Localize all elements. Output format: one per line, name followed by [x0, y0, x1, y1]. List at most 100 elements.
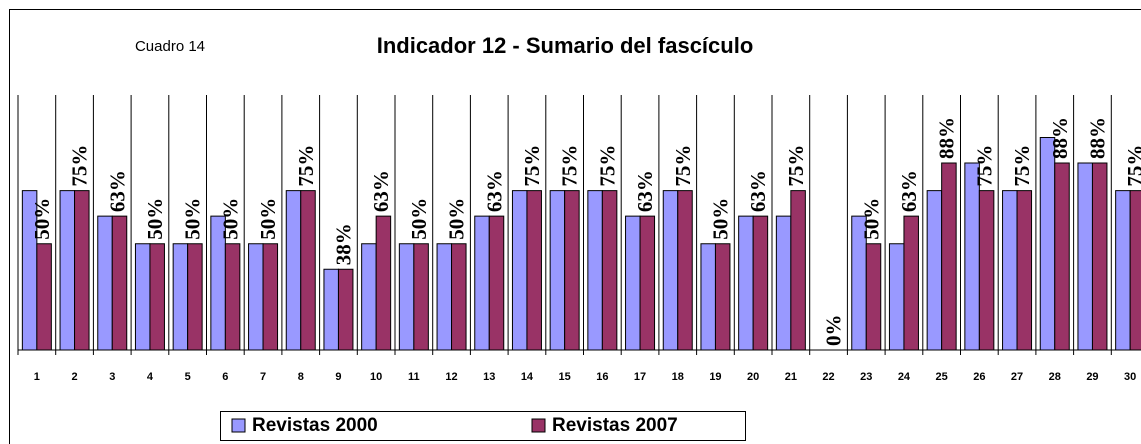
- bar: [601, 190, 618, 351]
- bar: [1077, 162, 1093, 351]
- bar: [964, 162, 980, 351]
- legend-box: [220, 411, 746, 441]
- x-tick-label: 14: [521, 371, 534, 383]
- bar: [149, 243, 165, 351]
- x-tick-label: 10: [370, 371, 382, 383]
- value-label: 63%: [746, 170, 770, 212]
- bar: [941, 162, 957, 351]
- bar: [1115, 190, 1131, 351]
- bar: [775, 215, 792, 351]
- bar: [549, 190, 566, 351]
- bar: [1091, 162, 1108, 351]
- x-tick-label: 4: [147, 371, 154, 383]
- value-label: 63%: [482, 170, 506, 212]
- value-label: 75%: [784, 145, 808, 187]
- value-label: 50%: [709, 198, 733, 240]
- value-label: 50%: [256, 198, 280, 240]
- value-label: 75%: [558, 145, 582, 187]
- bar: [488, 215, 505, 351]
- value-label: 50%: [218, 198, 242, 240]
- x-tick-label: 2: [71, 371, 77, 383]
- bar: [451, 243, 467, 351]
- x-tick-label: 15: [559, 371, 571, 383]
- bar: [300, 190, 316, 351]
- bar: [262, 243, 279, 351]
- bar: [248, 243, 264, 351]
- x-tick-label: 16: [596, 371, 608, 383]
- legend-label: Revistas 2007: [552, 415, 678, 436]
- x-tick-label: 8: [298, 371, 304, 383]
- bar: [564, 190, 580, 351]
- x-tick-label: 24: [898, 371, 911, 383]
- x-tick-label: 12: [445, 371, 457, 383]
- bar: [662, 190, 679, 351]
- value-label: 0%: [822, 315, 846, 347]
- value-label: 63%: [369, 170, 393, 212]
- bar: [888, 243, 905, 351]
- bar: [59, 190, 76, 351]
- x-tick-label: 13: [483, 371, 495, 383]
- x-tick-label: 21: [785, 371, 797, 383]
- bar: [639, 215, 656, 351]
- bar: [1039, 137, 1056, 351]
- bar: [323, 268, 339, 351]
- bar: [97, 215, 113, 351]
- value-label: 75%: [294, 145, 318, 187]
- bar: [1016, 190, 1033, 351]
- x-tick-label: 7: [260, 371, 266, 383]
- x-tick-label: 30: [1124, 371, 1136, 383]
- value-label: 50%: [181, 198, 205, 240]
- bar: [224, 243, 241, 351]
- value-label: 88%: [1086, 117, 1110, 159]
- value-label: 50%: [859, 198, 883, 240]
- x-tick-label: 6: [222, 371, 228, 383]
- bar: [903, 215, 919, 351]
- value-label: 75%: [1010, 145, 1034, 187]
- x-tick-label: 9: [335, 371, 341, 383]
- x-tick-label: 25: [936, 371, 948, 383]
- bar: [285, 190, 302, 351]
- bar: [375, 215, 392, 351]
- x-tick-label: 11: [408, 371, 420, 383]
- value-label: 75%: [520, 145, 544, 187]
- x-tick-label: 23: [860, 371, 872, 383]
- x-tick-label: 27: [1011, 371, 1023, 383]
- bar: [790, 190, 806, 351]
- x-tick-label: 3: [109, 371, 115, 383]
- bar: [134, 243, 151, 351]
- legend-swatch: [231, 418, 246, 433]
- value-label: 75%: [68, 145, 92, 187]
- x-tick-label: 18: [672, 371, 684, 383]
- value-label: 38%: [332, 223, 356, 265]
- value-label: 63%: [633, 170, 657, 212]
- bar: [398, 243, 415, 351]
- annotation: Cuadro 14: [135, 38, 205, 55]
- bar: [1054, 162, 1070, 351]
- x-tick-label: 29: [1086, 371, 1098, 383]
- x-tick-label: 1: [34, 371, 40, 383]
- bar: [1129, 190, 1141, 351]
- bar: [587, 190, 603, 351]
- bar: [752, 215, 769, 351]
- bar: [714, 243, 731, 351]
- value-label: 75%: [671, 145, 695, 187]
- x-tick-label: 19: [709, 371, 721, 383]
- bar: [111, 215, 128, 351]
- bar: [526, 190, 542, 351]
- value-label: 63%: [105, 170, 129, 212]
- value-label: 88%: [935, 117, 959, 159]
- value-label: 50%: [30, 198, 54, 240]
- bar: [436, 243, 453, 351]
- legend-label: Revistas 2000: [252, 415, 378, 436]
- bar: [738, 215, 754, 351]
- x-tick-label: 26: [973, 371, 985, 383]
- x-tick-label: 20: [747, 371, 759, 383]
- value-label: 50%: [143, 198, 167, 240]
- value-label: 75%: [972, 145, 996, 187]
- bar: [700, 243, 716, 351]
- bar: [36, 243, 52, 351]
- bar: [677, 190, 693, 351]
- bar: [361, 243, 377, 351]
